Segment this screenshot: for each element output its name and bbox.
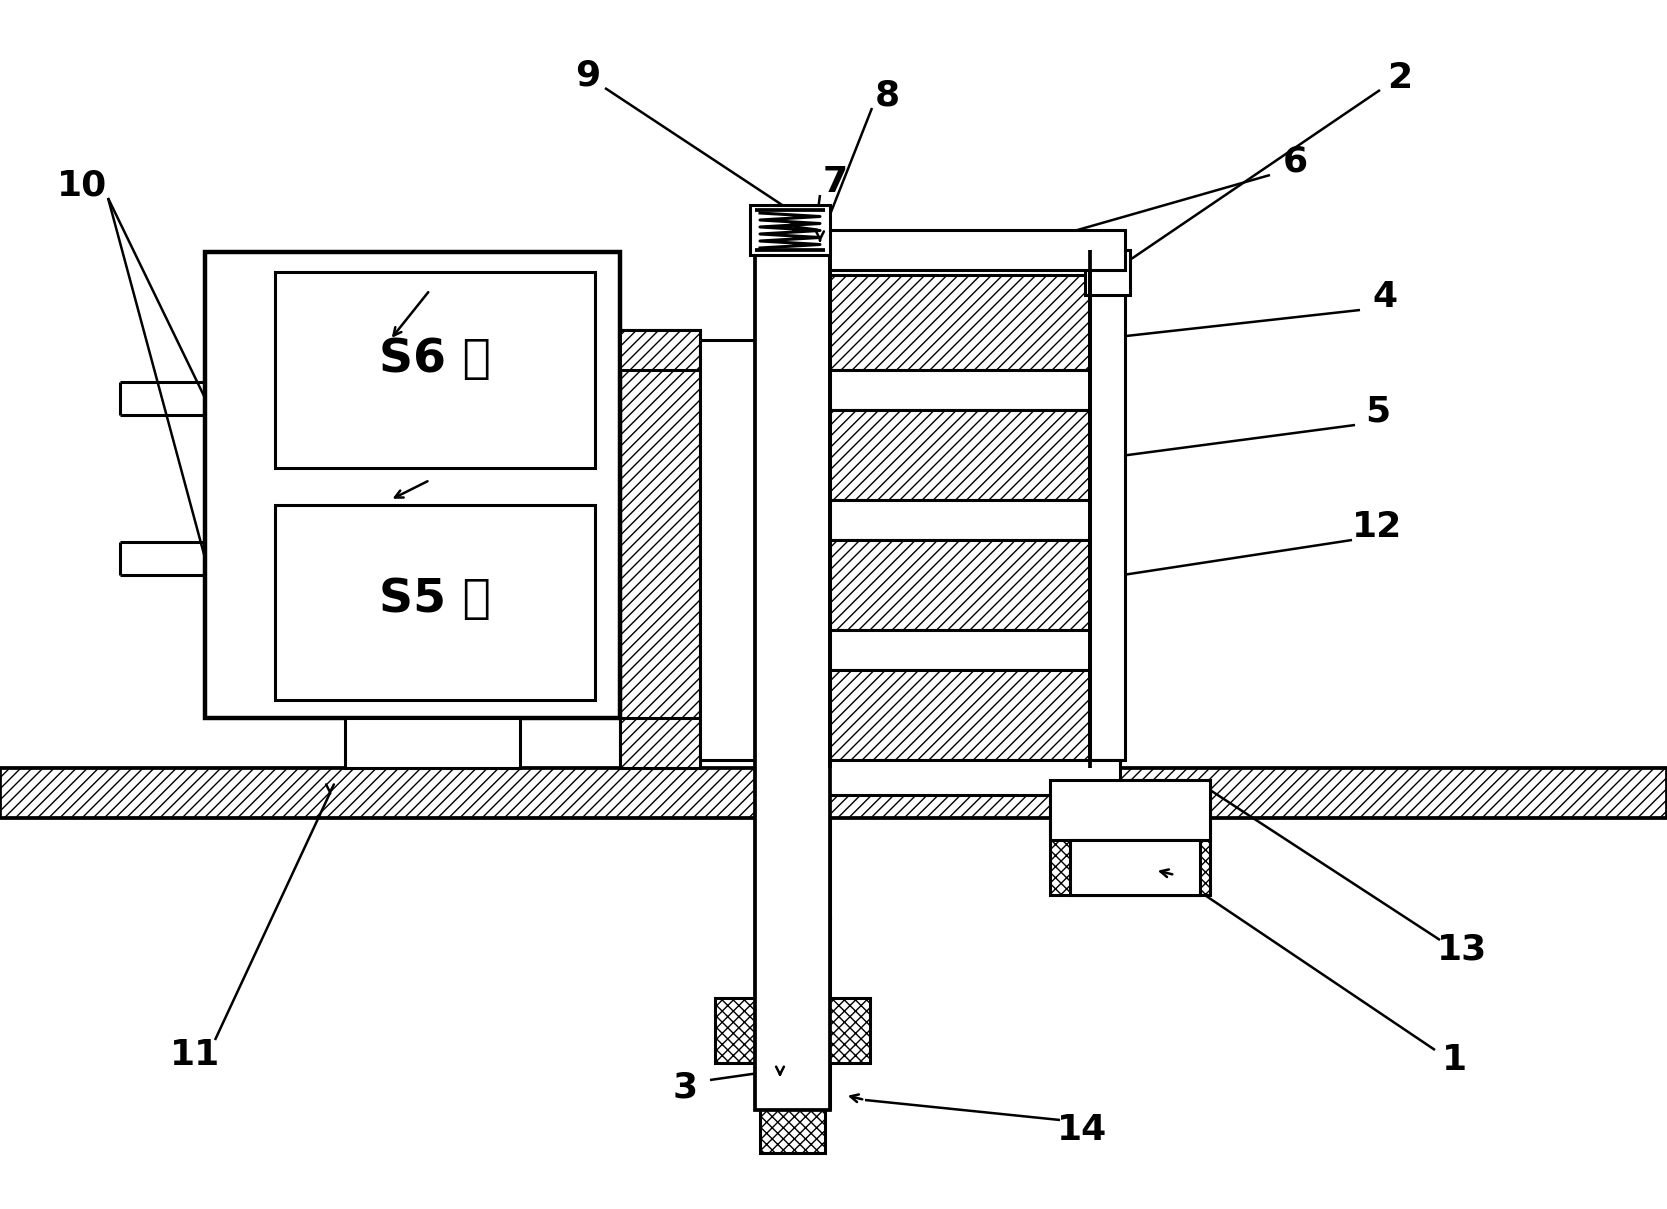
- Bar: [275, 505, 595, 700]
- Bar: [620, 718, 700, 768]
- Text: 7: 7: [822, 164, 847, 199]
- Bar: [715, 997, 870, 1063]
- Bar: [1050, 780, 1210, 840]
- Bar: [620, 330, 700, 370]
- Text: 5: 5: [1365, 395, 1390, 429]
- Bar: [0, 768, 1667, 818]
- Text: 6: 6: [1282, 145, 1307, 179]
- Text: 2: 2: [1387, 60, 1412, 96]
- Bar: [1050, 780, 1210, 895]
- Bar: [700, 340, 755, 760]
- Bar: [1090, 250, 1125, 760]
- Bar: [755, 250, 830, 1110]
- Text: 12: 12: [1352, 510, 1402, 544]
- Bar: [755, 818, 830, 918]
- Bar: [760, 1107, 825, 1153]
- Text: 3: 3: [672, 1071, 697, 1105]
- Text: S5 关: S5 关: [378, 578, 492, 623]
- Text: 1: 1: [1442, 1043, 1467, 1077]
- Text: 8: 8: [875, 79, 900, 112]
- Bar: [275, 272, 595, 468]
- Bar: [755, 1063, 830, 1107]
- Bar: [830, 501, 1090, 540]
- Bar: [830, 410, 1090, 501]
- Bar: [830, 670, 1090, 760]
- Text: 13: 13: [1437, 933, 1487, 967]
- Text: 9: 9: [575, 58, 600, 92]
- Text: 4: 4: [1372, 280, 1397, 314]
- Bar: [755, 918, 830, 997]
- Bar: [1070, 840, 1200, 895]
- Bar: [1085, 250, 1130, 295]
- Bar: [620, 330, 700, 760]
- Text: 11: 11: [170, 1039, 220, 1072]
- Bar: [205, 251, 620, 718]
- Bar: [810, 230, 1125, 270]
- Text: 14: 14: [1057, 1113, 1107, 1147]
- Bar: [345, 718, 520, 768]
- Bar: [750, 206, 830, 255]
- Bar: [810, 760, 1120, 796]
- Bar: [830, 630, 1090, 670]
- Bar: [830, 274, 1090, 370]
- Bar: [830, 540, 1090, 630]
- Text: 10: 10: [57, 168, 107, 202]
- Text: S6 开: S6 开: [378, 337, 492, 382]
- Bar: [830, 370, 1090, 410]
